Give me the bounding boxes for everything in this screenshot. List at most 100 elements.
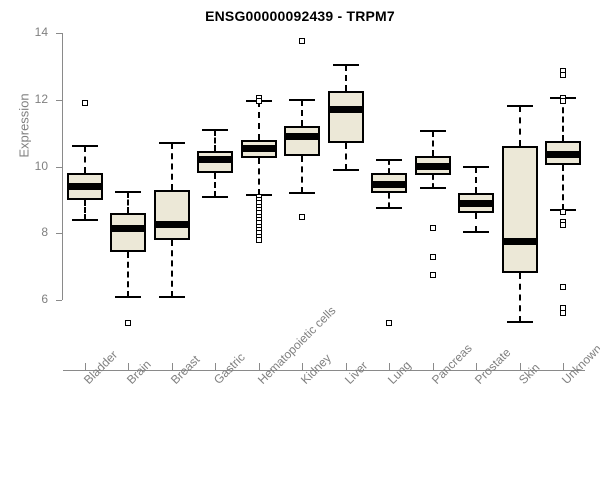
whisker-cap-upper-brain [115, 190, 142, 193]
median-brain [110, 224, 147, 232]
x-axis-line [63, 370, 585, 371]
median-gastric [197, 156, 234, 164]
y-tick-mark [56, 233, 62, 235]
whisker-lower-prostate [475, 213, 478, 232]
whisker-cap-upper-liver [332, 63, 359, 66]
whisker-lower-liver [344, 143, 347, 170]
whisker-cap-lower-kidney [289, 192, 316, 195]
x-tick-mark [84, 363, 86, 370]
whisker-cap-upper-skin [506, 105, 533, 108]
outlier-kidney-1 [299, 213, 306, 220]
outlier-lung-0 [386, 320, 393, 327]
box-breast[interactable] [153, 189, 190, 240]
x-tick-mark [519, 363, 521, 370]
y-tick-label: 6 [41, 292, 48, 306]
whisker-upper-gastric [214, 129, 217, 152]
whisker-upper-unknown-other [562, 98, 565, 142]
whisker-cap-lower-liver [332, 168, 359, 171]
y-tick-label: 10 [34, 158, 48, 173]
y-tick-mark [56, 166, 62, 168]
whisker-upper-prostate [475, 166, 478, 194]
x-tick-label-kidney: Kidney [298, 351, 335, 387]
whisker-upper-kidney [301, 99, 304, 127]
whisker-lower-kidney [301, 156, 304, 194]
whisker-upper-lung [388, 159, 391, 174]
x-tick-mark [432, 363, 434, 370]
outlier-hematopoietic-cells-1 [255, 98, 262, 105]
x-tick-label-hematopoietic-cells: Hematopoietic cells [254, 303, 339, 387]
outlier-pancreas-1 [429, 253, 436, 260]
y-tick-label: 12 [34, 91, 48, 106]
x-tick-mark [476, 363, 478, 370]
x-tick-mark [128, 363, 130, 370]
box-skin[interactable] [501, 146, 538, 274]
median-prostate [458, 199, 495, 207]
x-tick-mark [215, 363, 217, 370]
outlier-pancreas-2 [429, 271, 436, 278]
y-tick-label: 8 [41, 225, 48, 240]
whisker-upper-hematopoietic-cells [257, 101, 260, 140]
whisker-lower-lung [388, 193, 391, 209]
whisker-cap-upper-bladder [71, 145, 98, 148]
whisker-cap-lower-bladder [71, 218, 98, 221]
outlier-hematopoietic-cells-15 [255, 236, 262, 243]
median-lung [371, 181, 408, 189]
outlier-unknown-other-4 [560, 208, 567, 215]
x-tick-mark [389, 363, 391, 370]
x-tick-mark [345, 363, 347, 370]
whisker-upper-liver [344, 64, 347, 92]
whisker-upper-breast [170, 143, 173, 190]
x-tick-label-bladder: Bladder [80, 347, 120, 387]
box-brain[interactable] [110, 213, 147, 252]
box-liver[interactable] [327, 91, 364, 144]
whisker-lower-bladder [83, 199, 86, 220]
outlier-unknown-other-7 [560, 283, 567, 290]
median-breast [153, 221, 190, 229]
outlier-unknown-other-9 [560, 310, 567, 317]
outlier-unknown-other-1 [560, 71, 567, 78]
whisker-lower-breast [170, 239, 173, 297]
whisker-cap-upper-breast [158, 142, 185, 145]
x-tick-label-pancreas: Pancreas [428, 341, 475, 387]
outlier-pancreas-0 [429, 225, 436, 232]
whisker-cap-lower-pancreas [419, 187, 446, 190]
outlier-brain-0 [125, 320, 132, 327]
whisker-lower-gastric [214, 173, 217, 197]
outlier-kidney-0 [299, 38, 306, 45]
whisker-upper-bladder [83, 146, 86, 174]
x-tick-mark [258, 363, 260, 370]
outlier-unknown-other-3 [560, 98, 567, 105]
x-tick-label-brain: Brain [124, 357, 154, 387]
y-tick-mark [56, 99, 62, 101]
x-tick-label-prostate: Prostate [472, 345, 514, 387]
median-bladder [66, 183, 103, 191]
median-kidney [284, 132, 321, 140]
whisker-cap-upper-prostate [463, 165, 490, 168]
whisker-cap-lower-breast [158, 295, 185, 298]
x-tick-mark [302, 363, 304, 370]
whisker-lower-unknown-other [562, 164, 565, 210]
y-tick-label: 14 [34, 25, 48, 39]
whisker-upper-skin [518, 106, 521, 147]
y-axis-line [62, 33, 63, 300]
x-tick-label-gastric: Gastric [211, 350, 249, 387]
whisker-cap-lower-gastric [202, 195, 229, 198]
y-tick-mark [56, 33, 62, 34]
outlier-bladder-0 [81, 100, 88, 107]
whisker-cap-upper-gastric [202, 128, 229, 131]
y-tick-mark [56, 300, 62, 301]
whisker-upper-brain [127, 191, 130, 214]
median-liver [327, 106, 364, 114]
median-pancreas [414, 163, 451, 170]
x-tick-mark [563, 363, 565, 370]
x-tick-mark [171, 363, 173, 370]
whisker-upper-pancreas [431, 131, 434, 157]
whisker-lower-hematopoietic-cells [257, 158, 260, 195]
whisker-cap-lower-brain [115, 295, 142, 298]
whisker-cap-upper-pancreas [419, 130, 446, 133]
box-kidney[interactable] [284, 126, 321, 157]
whisker-cap-upper-kidney [289, 98, 316, 101]
median-unknown-other [545, 151, 582, 159]
